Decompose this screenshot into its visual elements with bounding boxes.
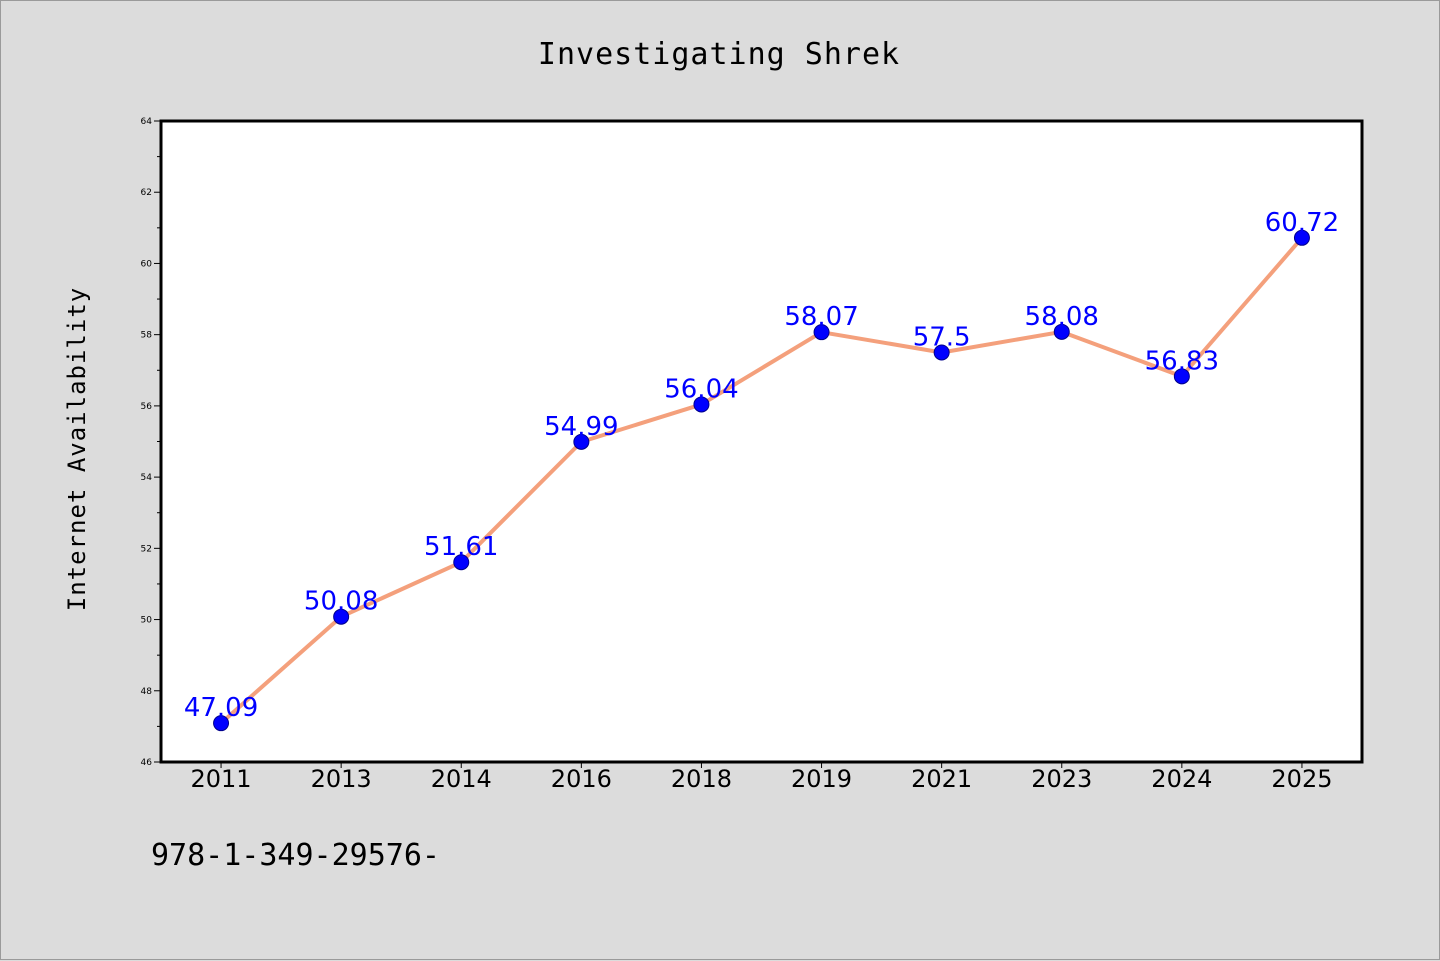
x-tick-label: 2023 (1031, 765, 1092, 793)
x-tick-label: 2013 (311, 765, 372, 793)
x-tick-label: 2019 (791, 765, 852, 793)
data-label: 56.04 (664, 374, 738, 404)
series-line (219, 235, 1304, 726)
footnote-text: 978-1-349-29576- (151, 838, 440, 873)
series (213, 229, 1310, 732)
y-tick-label: 52 (141, 544, 152, 554)
chart-title: Investigating Shrek (538, 37, 900, 72)
data-label: 47.09 (184, 693, 258, 723)
y-axis-label: Internet Availability (63, 287, 91, 611)
plot-frame (159, 119, 1364, 764)
y-tick-label: 48 (141, 687, 153, 697)
data-point (1173, 368, 1190, 385)
x-tick-label: 2014 (431, 765, 492, 793)
x-tick-label: 2018 (671, 765, 732, 793)
y-tick-label: 60 (141, 259, 153, 269)
x-axis: 2011 2013 2014 2016 2018 2019 2021 2023 2024 2025 (191, 762, 1332, 793)
y-tick-label: 54 (141, 473, 153, 483)
y-tick-label: 58 (141, 331, 153, 341)
data-point (453, 554, 470, 571)
y-axis: 46 48 50 52 54 56 58 60 62 64 (141, 117, 161, 768)
data-label: 57.5 (913, 322, 971, 352)
data-point (333, 608, 350, 625)
x-tick-label: 2021 (911, 765, 972, 793)
data-label: 58.07 (784, 302, 858, 332)
data-label: 50.08 (304, 587, 378, 617)
data-label: 58.08 (1025, 302, 1099, 332)
x-tick-label: 2016 (551, 765, 612, 793)
data-point (933, 344, 950, 361)
data-point (213, 715, 230, 732)
data-point (573, 433, 590, 450)
y-tick-label: 46 (141, 758, 153, 768)
data-label: 60.72 (1265, 208, 1339, 238)
data-point (693, 396, 710, 413)
x-tick-label: 2024 (1151, 765, 1212, 793)
data-label: 51.61 (424, 532, 498, 562)
data-label: 56.83 (1145, 346, 1219, 376)
y-tick-label: 56 (141, 402, 153, 412)
data-point (1053, 323, 1070, 340)
y-tick-label: 62 (141, 188, 152, 198)
x-tick-label: 2025 (1271, 765, 1332, 793)
data-label: 54.99 (544, 412, 618, 442)
data-labels: 47.09 50.08 51.61 54.99 56.04 58.07 57.5 58.08 5… (184, 208, 1339, 723)
x-tick-label: 2011 (191, 765, 252, 793)
y-tick-label: 64 (141, 117, 153, 127)
data-point (813, 324, 830, 341)
plot-area (161, 121, 1362, 762)
data-point (1293, 229, 1310, 246)
y-tick-label: 50 (141, 616, 153, 626)
